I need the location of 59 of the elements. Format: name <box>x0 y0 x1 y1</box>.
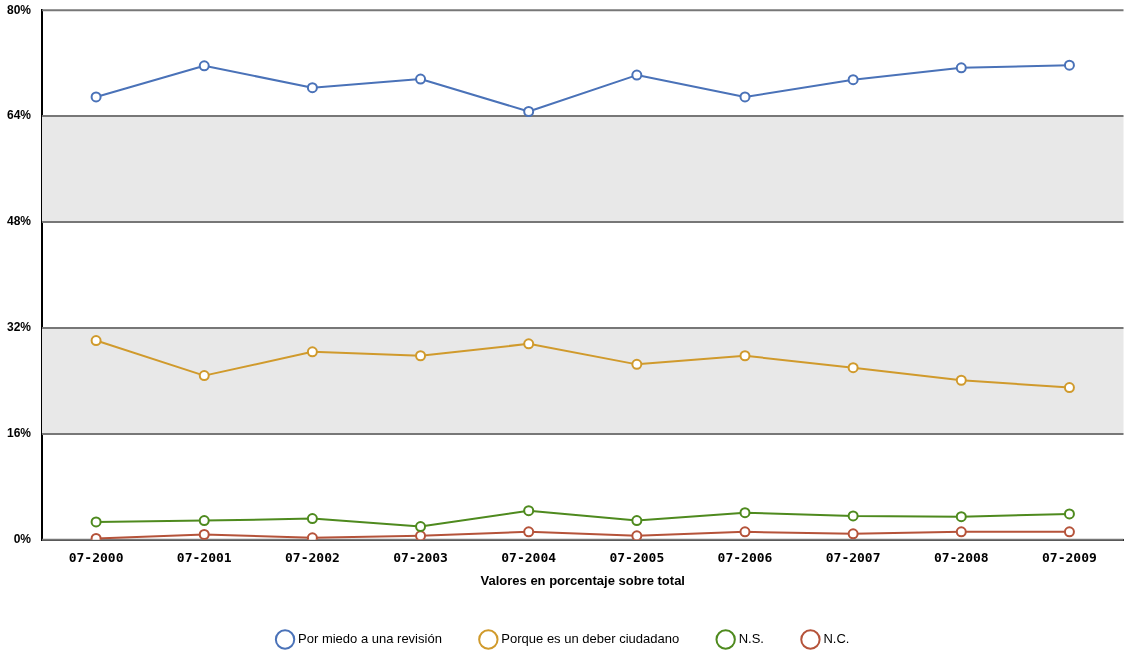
point <box>523 105 535 117</box>
point <box>523 505 535 517</box>
point <box>198 515 210 527</box>
point <box>739 507 751 519</box>
point <box>739 350 751 362</box>
x-tick-label: 07-2008 <box>933 549 989 565</box>
point <box>631 358 643 370</box>
point <box>1063 59 1075 71</box>
y-tick-label: 16% <box>6 426 32 441</box>
point <box>1063 508 1075 520</box>
point <box>198 60 210 72</box>
x-tick-label: 07-2003 <box>393 549 448 565</box>
point <box>306 346 318 358</box>
x-tick-label: 07-2004 <box>501 549 557 565</box>
point <box>847 362 859 374</box>
point <box>955 374 967 386</box>
point <box>1063 382 1075 394</box>
x-tick-label: 07-2009 <box>1042 549 1097 565</box>
x-tick-label: 07-2002 <box>284 549 340 565</box>
y-tick-label: 64% <box>6 108 32 123</box>
point <box>847 528 859 540</box>
y-tick-label: 32% <box>6 320 32 335</box>
legend-label: N.S. <box>738 631 764 647</box>
point <box>198 529 210 540</box>
point <box>1063 526 1075 538</box>
point <box>631 69 643 81</box>
point <box>306 82 318 94</box>
point <box>523 526 535 538</box>
point <box>306 513 318 525</box>
point <box>847 74 859 86</box>
point <box>415 73 427 85</box>
point <box>631 515 643 527</box>
point <box>90 335 102 347</box>
x-tick-label: 07-2006 <box>717 549 773 565</box>
legend-label: Porque es un deber ciudadano <box>501 631 680 647</box>
y-tick-label: 48% <box>6 214 32 229</box>
legend-label: Por miedo a una revisión <box>298 631 442 647</box>
point <box>415 530 427 540</box>
point <box>847 510 859 522</box>
point <box>955 526 967 538</box>
point <box>523 338 535 350</box>
point <box>955 62 967 74</box>
point <box>415 521 427 533</box>
x-tick-label: 07-2007 <box>825 549 881 565</box>
x-tick-label: 07-2000 <box>68 549 124 565</box>
point <box>631 530 643 540</box>
x-axis-title: Valores en porcentaje sobre total <box>480 572 685 588</box>
legend-label: N.C. <box>823 631 850 647</box>
point <box>955 511 967 523</box>
point <box>739 526 751 538</box>
y-tick-label: 0% <box>13 532 32 547</box>
point <box>198 370 210 382</box>
point <box>739 91 751 103</box>
x-tick-label: 07-2005 <box>609 549 665 565</box>
point <box>90 516 102 528</box>
point <box>415 350 427 362</box>
point <box>90 91 102 103</box>
y-tick-label: 80% <box>6 2 32 17</box>
x-tick-label: 07-2001 <box>176 549 232 565</box>
